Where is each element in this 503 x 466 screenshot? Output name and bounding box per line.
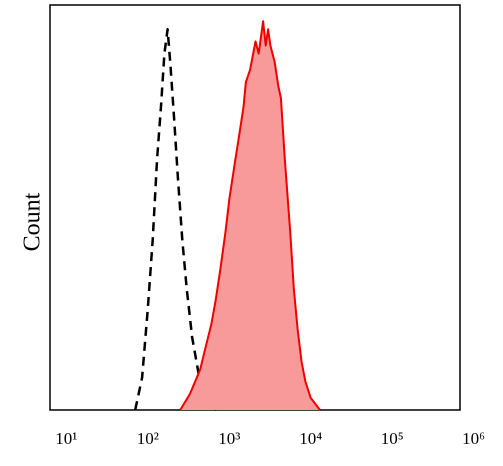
x-tick-label: 10¹ bbox=[55, 429, 77, 448]
x-tick-label: 10⁶ bbox=[462, 429, 485, 448]
area bbox=[179, 20, 321, 411]
x-tick-label: 10⁵ bbox=[381, 429, 404, 448]
y-axis-label: Count bbox=[20, 192, 46, 251]
x-tick-label: 10² bbox=[137, 429, 159, 448]
x-tick-label: 10⁴ bbox=[299, 429, 322, 448]
x-tick-label: 10³ bbox=[218, 429, 240, 448]
